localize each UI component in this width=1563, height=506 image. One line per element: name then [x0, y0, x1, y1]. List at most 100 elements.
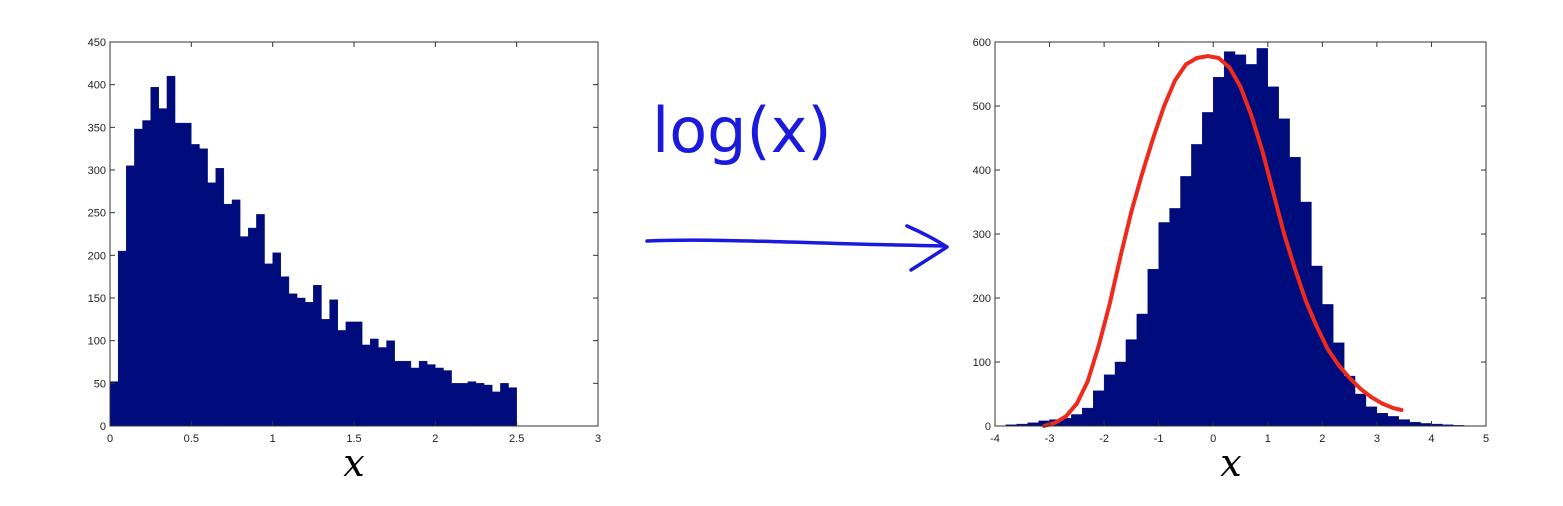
right-y-tick-label: 500: [973, 101, 991, 113]
left-ticks: 0 0.5 1 1.5 2 2.5 3 0 50 100 150 200 250 300 350 400 450: [88, 37, 601, 445]
left-bar: [288, 293, 298, 427]
left-bar: [378, 347, 387, 427]
arrow-shaft: [645, 238, 947, 248]
left-bar: [483, 384, 493, 427]
left-bar: [109, 381, 119, 427]
left-bar: [280, 276, 290, 427]
right-bar: [1136, 313, 1148, 427]
log-annotation: log(x): [652, 94, 832, 167]
right-bar: [1398, 419, 1410, 427]
right-x-tick-label: -3: [1045, 433, 1055, 445]
right-bar: [1223, 51, 1236, 427]
left-bar: [305, 302, 314, 427]
left-bar: [321, 319, 330, 427]
left-bar: [158, 108, 168, 427]
left-bar: [296, 297, 306, 427]
left-bar: [264, 263, 273, 427]
left-x-tick-label: 0: [107, 433, 113, 445]
left-bar: [337, 330, 347, 427]
right-bar: [1125, 339, 1138, 427]
left-bar: [166, 75, 176, 427]
right-y-tick-label: 100: [973, 357, 991, 369]
right-bar: [1191, 144, 1203, 427]
right-bar: [1365, 406, 1378, 427]
right-bar: [1082, 407, 1094, 427]
left-bar: [467, 381, 477, 427]
right-bar: [1289, 156, 1301, 427]
left-bar: [231, 199, 241, 427]
right-bar: [1354, 393, 1367, 427]
right-bar: [1180, 176, 1192, 427]
left-bar: [329, 299, 338, 427]
left-bar: [451, 383, 460, 427]
right-bar: [1387, 416, 1399, 427]
left-bar: [361, 344, 371, 427]
right-bar: [1202, 112, 1214, 427]
right-y-tick-label: 300: [973, 229, 991, 241]
right-bar: [1409, 421, 1421, 427]
right-bar: [1213, 76, 1225, 427]
left-bar: [345, 321, 355, 427]
left-bar: [386, 340, 395, 427]
left-x-tick-label: 1.5: [346, 433, 361, 445]
right-x-tick-label: 0: [1210, 433, 1216, 445]
left-bar: [199, 148, 208, 427]
left-bar: [239, 236, 249, 427]
left-bar: [418, 360, 428, 427]
left-bar: [248, 227, 257, 427]
left-bar: [353, 321, 363, 427]
right-bar: [1158, 222, 1170, 427]
right-bar: [1333, 342, 1345, 427]
left-bar: [459, 383, 469, 427]
left-bar: [443, 370, 452, 427]
left-bar: [223, 203, 233, 427]
right-x-tick-label: -4: [990, 433, 1000, 445]
right-bar: [1278, 118, 1290, 427]
left-bar: [215, 168, 225, 427]
left-y-tick-label: 0: [100, 421, 106, 433]
left-bar: [182, 122, 192, 427]
right-bar: [1169, 208, 1181, 427]
left-bar: [126, 165, 135, 427]
left-bar: [427, 364, 436, 427]
right-bar: [1322, 304, 1334, 427]
right-bar: [1376, 413, 1389, 427]
left-bar: [500, 383, 509, 427]
left-y-tick-label: 150: [88, 293, 106, 305]
left-bar: [492, 391, 501, 427]
right-xlabel: x: [1220, 441, 1241, 485]
arrow-head-icon: [905, 224, 949, 272]
left-y-tick-label: 200: [88, 250, 106, 262]
right-bar: [1147, 269, 1159, 427]
left-x-tick-label: 2.5: [509, 433, 524, 445]
left-bar: [272, 252, 281, 427]
gaussian-fit-curve: [1042, 54, 1404, 428]
right-ticks: -4 -3 -2 -1 0 1 2 3 4 5 0 100 200 300 400 500 600: [973, 37, 1489, 445]
left-x-tick-label: 2: [432, 433, 438, 445]
right-x-tick-label: -1: [1154, 433, 1164, 445]
right-bar: [1092, 390, 1105, 427]
left-bar: [410, 367, 420, 427]
left-y-tick-label: 400: [88, 80, 106, 92]
left-y-tick-label: 250: [88, 208, 106, 220]
right-bar: [1234, 54, 1247, 427]
left-bar: [370, 338, 379, 427]
left-bar: [508, 387, 517, 427]
left-y-tick-label: 300: [88, 165, 106, 177]
left-bar: [402, 360, 412, 427]
left-x-tick-label: 1: [270, 433, 276, 445]
left-bar: [256, 214, 265, 427]
left-bar: [475, 383, 485, 427]
left-y-tick-label: 100: [88, 336, 106, 348]
right-x-tick-label: 1: [1265, 433, 1271, 445]
right-y-tick-label: 200: [973, 293, 991, 305]
right-histogram: -4 -3 -2 -1 0 1 2 3 4 5 0 100 200 300 400 500 600 x: [973, 37, 1489, 485]
left-xlabel: x: [343, 441, 364, 485]
right-bar: [1267, 86, 1279, 427]
left-bar: [142, 120, 151, 427]
right-y-tick-label: 400: [973, 165, 991, 177]
right-bar: [1103, 374, 1116, 427]
right-bar: [1256, 48, 1268, 427]
left-y-tick-label: 50: [94, 378, 106, 390]
right-y-tick-label: 0: [985, 421, 991, 433]
